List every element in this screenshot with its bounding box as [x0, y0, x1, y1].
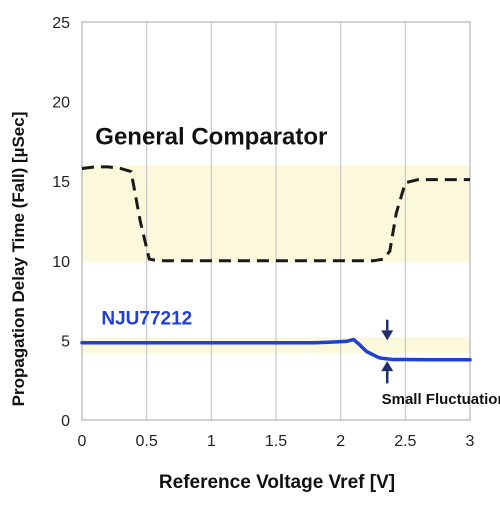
- y-tick-label: 25: [52, 15, 70, 32]
- arrow-down-head: [381, 330, 394, 341]
- series-line-nju77212: [80, 337, 472, 362]
- annotation-arrows: [381, 319, 394, 384]
- annotations: General Comparator NJU77212 Small Fluctuat…: [95, 124, 500, 408]
- y-tick-label: 15: [52, 174, 70, 191]
- y-tick-label: 10: [52, 254, 70, 271]
- x-tick-label: 2: [336, 433, 345, 450]
- series-line-general-comparator: [81, 165, 470, 263]
- gridlines: [146, 22, 406, 420]
- plot-area-frame: [81, 21, 471, 421]
- x-tick-label: 0.5: [136, 433, 158, 450]
- y-tick-label: 20: [52, 95, 70, 112]
- tick-labels: 0 0.5 1 1.5 2 2.5 3 0 5 10 15 20 25: [52, 15, 474, 450]
- x-tick-label: 1: [207, 433, 216, 450]
- y-axis-label: Propagation Delay Time (Fall) [µSec]: [9, 112, 28, 407]
- annotation-small-fluctuation: Small Fluctuation: [382, 391, 500, 408]
- x-tick-label: 1.5: [265, 433, 287, 450]
- arrow-up-head: [381, 361, 394, 372]
- y-tick-label: 5: [61, 333, 70, 350]
- x-axis-label: Reference Voltage Vref [V]: [159, 472, 395, 493]
- x-tick-label: 0: [78, 433, 87, 450]
- y-tick-label: 0: [61, 413, 70, 430]
- series-lines: [80, 165, 472, 362]
- annotation-general-comparator: General Comparator: [95, 124, 327, 151]
- annotation-nju77212: NJU77212: [101, 308, 192, 329]
- x-tick-label: 2.5: [394, 433, 416, 450]
- x-tick-label: 3: [466, 433, 475, 450]
